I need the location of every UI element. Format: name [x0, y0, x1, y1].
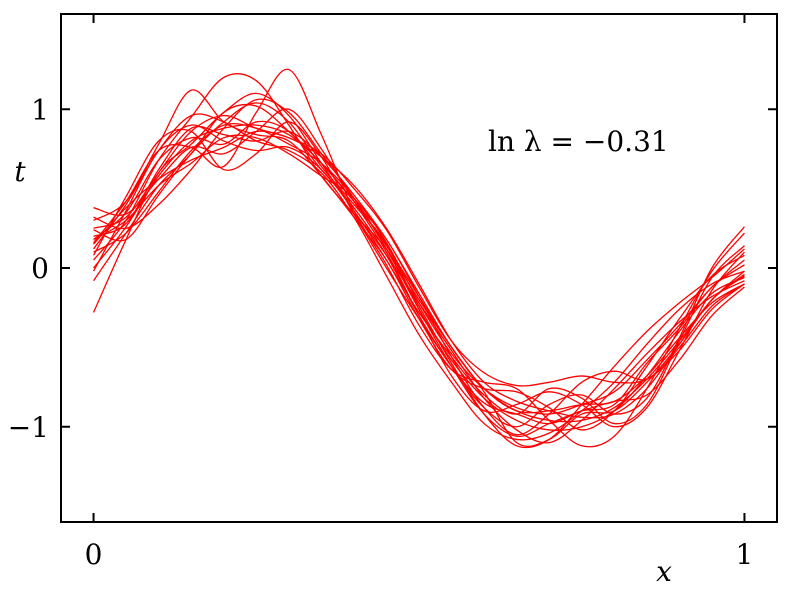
series-line — [93, 125, 745, 414]
series-line — [93, 113, 745, 441]
tick-labels: −1 0 1 0 1 — [8, 93, 754, 571]
series-line — [92, 121, 745, 428]
series-line — [93, 108, 745, 428]
x-tick-label: 0 — [85, 538, 103, 571]
series-line — [93, 124, 745, 423]
y-tick-label: −1 — [8, 411, 49, 444]
series-line — [93, 98, 745, 449]
y-tick-label: 1 — [31, 93, 49, 126]
series-line — [93, 114, 745, 387]
x-tick-label: 1 — [736, 538, 754, 571]
series-lines — [92, 68, 745, 449]
tick-marks — [61, 14, 777, 522]
series-line — [93, 73, 745, 448]
x-axis-label: x — [656, 555, 672, 588]
y-axis-label: t — [14, 155, 26, 188]
plot-frame — [60, 13, 778, 523]
series-line — [92, 92, 745, 444]
series-line — [93, 134, 745, 415]
series-line — [93, 130, 745, 419]
y-tick-label: 0 — [31, 252, 49, 285]
series-line — [93, 122, 745, 431]
lambda-annotation: ln λ = −0.31 — [488, 125, 669, 158]
series-line — [92, 124, 745, 425]
series-line — [93, 68, 745, 448]
